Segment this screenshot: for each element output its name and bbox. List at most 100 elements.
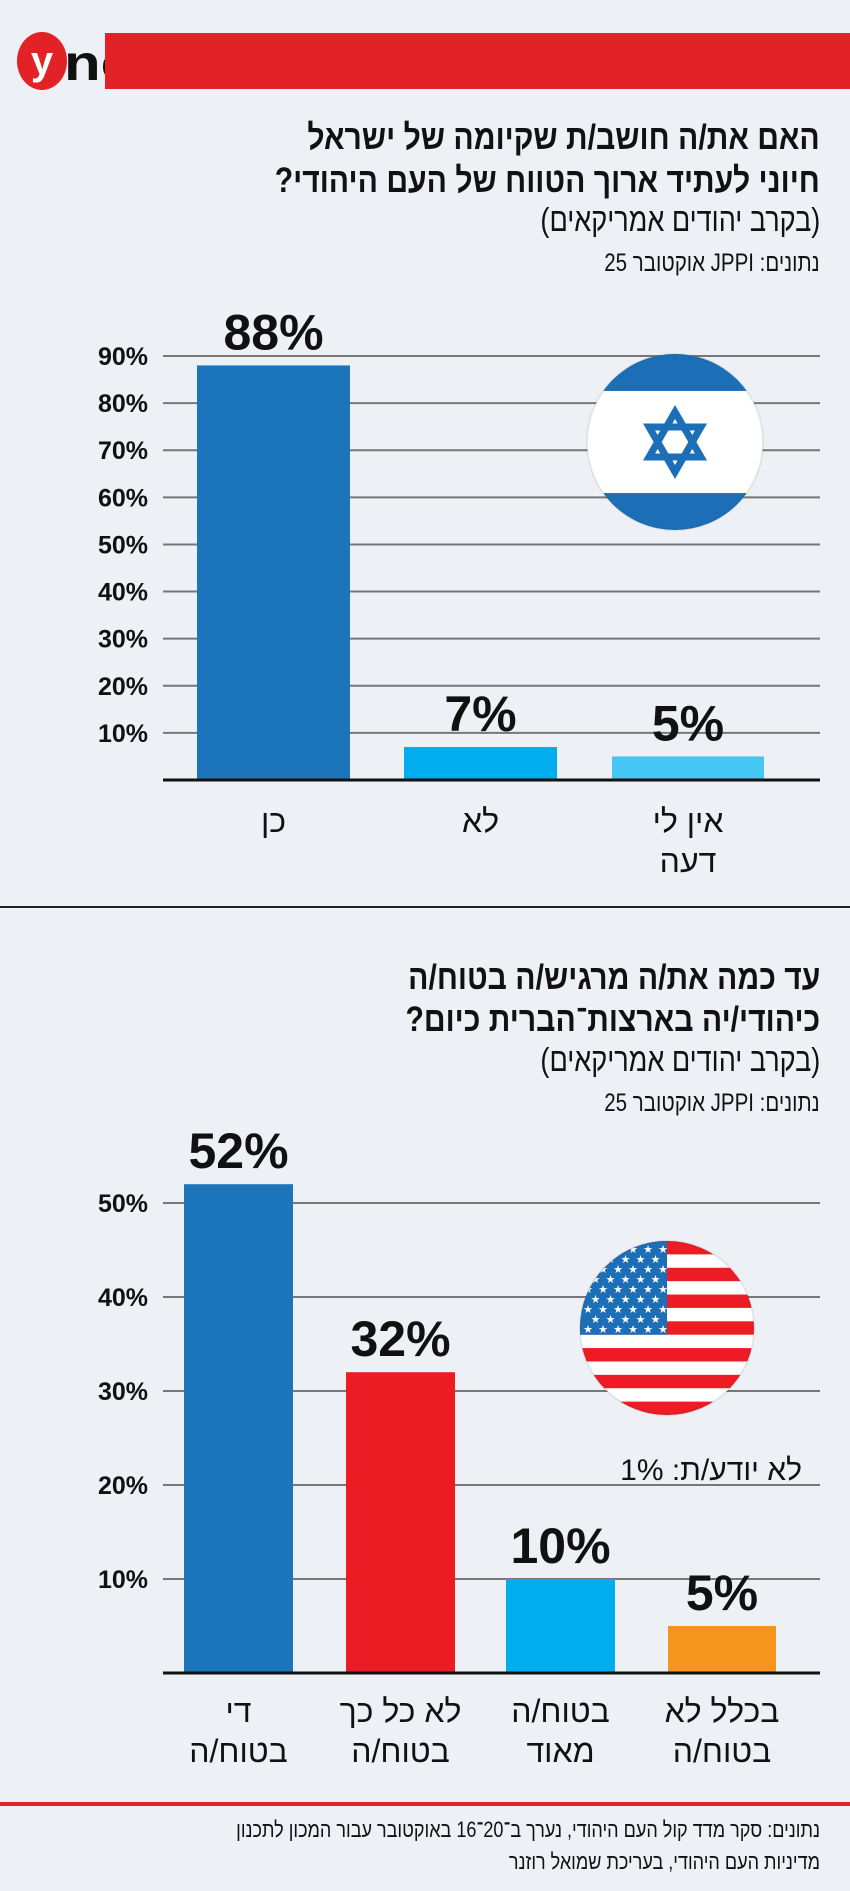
svg-text:y: y: [31, 39, 54, 83]
flag-star: ★: [651, 1294, 661, 1306]
flag-star: ★: [628, 1264, 638, 1276]
x-tick-label: אין לי: [653, 803, 724, 839]
bar: [612, 756, 764, 780]
chart1-bar-chart: 10% 20% 30% 40% 50% 60% 70% 80% 90% 88% כן 7% לא 5% אי…: [98, 304, 820, 879]
y-tick-label: 30%: [98, 1378, 148, 1406]
y-tick-label: 80%: [98, 390, 148, 418]
footer-divider: [0, 1802, 850, 1806]
flag-star: ★: [606, 1314, 616, 1326]
header-red-bar: [105, 33, 850, 89]
flag-stripe: [580, 1334, 754, 1349]
flag-star: ★: [643, 1284, 653, 1296]
star-of-david-icon: [642, 423, 708, 479]
bar: [197, 365, 350, 780]
data-label: 52%: [188, 1123, 288, 1179]
flag-star: ★: [598, 1324, 608, 1336]
x-tick-label: בטוח/ה: [189, 1733, 288, 1769]
y-tick-label: 10%: [98, 720, 148, 748]
footer-line-2: מדיניות העם היהודי, בעריכת שמואל רוזנר: [508, 1849, 820, 1874]
data-label: 32%: [350, 1311, 450, 1367]
y-tick-label: 50%: [98, 531, 148, 559]
y-tick-label: 20%: [98, 1472, 148, 1500]
chart2-subtitle: (בקרב יהודים אמריקאים): [540, 1041, 820, 1078]
data-label: 5%: [652, 695, 724, 751]
x-tick-label: בטוח/ה: [673, 1733, 772, 1769]
flag-star: ★: [658, 1244, 668, 1256]
section-divider: [0, 906, 850, 908]
flag-star: ★: [636, 1294, 646, 1306]
flag-stripe: [580, 1374, 754, 1389]
y-tick-label: 90%: [98, 343, 148, 371]
flag-star: ★: [658, 1324, 668, 1336]
x-tick-label: בטוח/ה: [351, 1733, 450, 1769]
data-label: 7%: [444, 686, 516, 742]
x-tick-label: כן: [261, 803, 286, 839]
flag-star: ★: [598, 1284, 608, 1296]
data-label: 88%: [223, 304, 323, 360]
star-of-david-icon: [642, 405, 708, 461]
x-tick-label: די: [225, 1693, 251, 1729]
chart2-title-line1: עד כמה את/ה מרגיש/ה בטוח/ה: [407, 958, 820, 997]
flag-star: ★: [628, 1304, 638, 1316]
flag-stripe: [580, 1348, 754, 1362]
flag-star: ★: [621, 1314, 631, 1326]
flag-star: ★: [583, 1244, 593, 1256]
x-tick-label: מאוד: [526, 1733, 594, 1769]
chart2-bar-chart: 10%20%30%40%50%★ ★ ★ ★ ★ ★★ ★ ★ ★ ★★ ★ ★ ★ ★ ★★ ★ ★ ★ ★★ ★ ★…: [98, 1123, 820, 1769]
bar: [506, 1579, 615, 1673]
footer-note: נתונים: סקר מדד קול העם היהודי, נערך ב־2…: [236, 1814, 820, 1878]
flag-star: ★: [613, 1324, 623, 1336]
flag-star: ★: [621, 1254, 631, 1266]
footer-line-1: נתונים: סקר מדד קול העם היהודי, נערך ב־2…: [236, 1817, 820, 1842]
x-tick-label: לא כל כך: [340, 1693, 462, 1729]
chart1-title-line1: האם את/ה חושב/ת שקיומה של ישראל: [307, 118, 820, 157]
flag-star: ★: [591, 1254, 601, 1266]
flag-star: ★: [613, 1264, 623, 1276]
y-tick-label: 50%: [98, 1190, 148, 1218]
flag-stripe: [580, 1361, 754, 1376]
flag-outline: [586, 353, 764, 531]
y-tick-label: 10%: [98, 1566, 148, 1594]
flag-star: ★: [583, 1304, 593, 1316]
flag-stripe: [580, 1401, 754, 1415]
flag-star: ★: [651, 1314, 661, 1326]
flag-star: ★: [636, 1314, 646, 1326]
chart1-subtitle: (בקרב יהודים אמריקאים): [540, 201, 820, 238]
x-tick-label: דעה: [660, 843, 717, 879]
y-tick-label: 40%: [98, 1284, 148, 1312]
flag-stripe: [580, 1388, 754, 1403]
flag-star: ★: [636, 1254, 646, 1266]
flag-star: ★: [651, 1254, 661, 1266]
flag-star: ★: [628, 1284, 638, 1296]
bar: [346, 1372, 455, 1673]
flag-star: ★: [658, 1264, 668, 1276]
y-tick-label: 30%: [98, 626, 148, 654]
flag-star: ★: [658, 1304, 668, 1316]
chart1-source: נתונים: JPPI אוקטובר 25: [604, 249, 820, 277]
bar: [404, 747, 557, 780]
flag-star: ★: [598, 1264, 608, 1276]
flag-star: ★: [643, 1244, 653, 1256]
flag-star: ★: [658, 1284, 668, 1296]
flag-star: ★: [591, 1294, 601, 1306]
flag-star: ★: [583, 1324, 593, 1336]
chart2-title-line2: כיהודי/יה בארצות־הברית כיום?: [405, 1000, 820, 1039]
annotation-dont-know: לא יודע/ת: 1%: [620, 1454, 802, 1487]
x-tick-label: לא: [462, 803, 499, 839]
bar: [668, 1626, 776, 1673]
flag-star: ★: [628, 1324, 638, 1336]
y-tick-label: 40%: [98, 579, 148, 607]
flag-star: ★: [583, 1264, 593, 1276]
flag-star: ★: [613, 1284, 623, 1296]
flag-star: ★: [651, 1274, 661, 1286]
flag-star: ★: [591, 1274, 601, 1286]
x-tick-label: בטוח/ה: [511, 1693, 610, 1729]
flag-star: ★: [643, 1304, 653, 1316]
y-tick-label: 20%: [98, 673, 148, 701]
flag-star: ★: [636, 1274, 646, 1286]
flag-star: ★: [606, 1274, 616, 1286]
flag-star: ★: [628, 1244, 638, 1256]
data-label: 10%: [510, 1518, 610, 1574]
flag-star: ★: [621, 1274, 631, 1286]
x-tick-label: בכלל לא: [665, 1693, 780, 1729]
